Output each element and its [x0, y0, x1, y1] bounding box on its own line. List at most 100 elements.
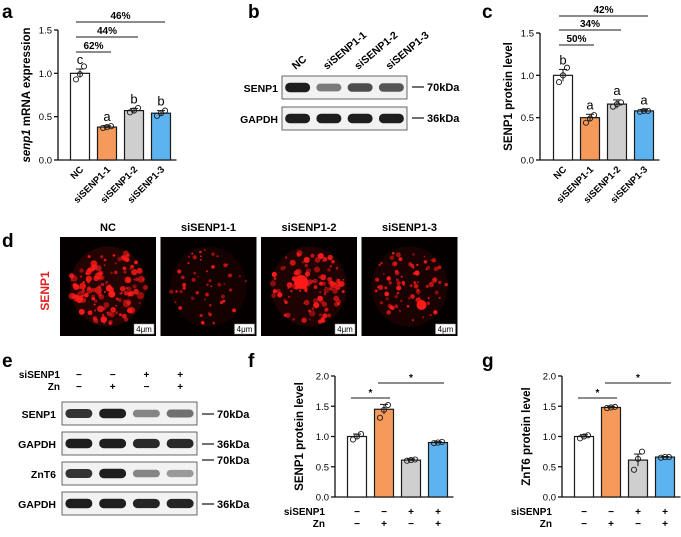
- fluorescent-puncta: [175, 290, 178, 293]
- fluorescent-puncta: [307, 279, 313, 285]
- fluorescent-puncta: [115, 297, 119, 301]
- y-tick-label: 1.5: [39, 26, 52, 37]
- panel-letter-a: a: [2, 2, 13, 23]
- data-point: [559, 72, 567, 79]
- micrograph-title: siSENP1-2: [281, 222, 336, 234]
- fluorescent-puncta: [427, 296, 430, 300]
- condition-row-label: siSENP1: [19, 370, 61, 381]
- y-tick-label: 2.0: [316, 372, 329, 383]
- data-point: [644, 107, 652, 114]
- fluorescent-puncta: [223, 263, 228, 268]
- fluorescent-puncta: [120, 291, 123, 295]
- significance-star: *: [369, 388, 373, 399]
- fluorescent-puncta: [94, 299, 98, 303]
- fluorescent-puncta: [385, 297, 389, 301]
- fluorescent-puncta: [395, 252, 401, 258]
- data-point: [613, 101, 621, 108]
- fluorescent-puncta: [127, 308, 133, 314]
- comparison-label: 50%: [566, 34, 586, 45]
- data-point: [80, 63, 88, 70]
- fluorescent-puncta: [286, 282, 293, 288]
- marker-kda: 36kDa: [217, 439, 250, 451]
- condition-row-label: Zn: [313, 519, 325, 530]
- scale-label: 4μm: [337, 325, 353, 334]
- fluorescent-puncta: [106, 311, 109, 314]
- fluorescent-puncta: [287, 287, 290, 289]
- fluorescent-puncta: [304, 264, 308, 268]
- fluorescent-puncta: [401, 280, 406, 285]
- panel-g-chart: 0.0 0.5 1.0 1.5 2.0 ZnT6 protein level * * siSEN…: [511, 372, 681, 530]
- fluorescent-puncta: [187, 262, 190, 265]
- data-point: [657, 454, 665, 461]
- fluorescent-puncta: [94, 272, 102, 280]
- comparison-label: 42%: [593, 5, 613, 16]
- fluorescent-puncta: [216, 255, 219, 258]
- blot-row-label: SENP1: [22, 409, 57, 421]
- fluorescent-puncta: [375, 277, 380, 282]
- micrograph-frame: [160, 237, 257, 336]
- fluorescent-puncta: [428, 281, 434, 288]
- fluorescent-puncta: [96, 322, 99, 324]
- fluorescent-puncta: [327, 313, 332, 318]
- scale-label: 4μm: [136, 325, 152, 334]
- fluorescent-puncta: [199, 313, 203, 318]
- blot-row-label: GAPDH: [18, 499, 56, 511]
- fluorescent-puncta: [318, 291, 322, 294]
- blot-strip: [61, 431, 198, 456]
- fluorescent-puncta: [331, 260, 335, 264]
- data-point: [580, 433, 588, 440]
- blot-band: [378, 83, 404, 92]
- fluorescent-puncta: [413, 280, 416, 284]
- data-point: [611, 403, 619, 410]
- fluorescent-puncta: [87, 310, 93, 316]
- data-point: [634, 455, 642, 462]
- panel-letter-e: e: [2, 351, 13, 372]
- fluorescent-puncta: [82, 281, 85, 284]
- fluorescent-puncta: [208, 279, 212, 283]
- fluorescent-puncta: [110, 271, 113, 275]
- data-point: [563, 64, 571, 71]
- data-point: [349, 436, 357, 443]
- fluorescent-puncta: [417, 281, 419, 284]
- significance-letter: a: [103, 109, 111, 124]
- blot-band: [166, 498, 194, 509]
- fluorescent-puncta: [396, 285, 402, 291]
- fluorescent-puncta: [323, 291, 327, 294]
- fluorescent-puncta: [199, 255, 202, 258]
- fluorescent-puncta: [85, 272, 88, 275]
- fluorescent-puncta: [238, 275, 241, 278]
- fluorescent-puncta: [107, 286, 114, 293]
- fluorescent-puncta: [100, 255, 104, 259]
- bar: [600, 406, 622, 498]
- condition-symbol: +: [435, 519, 441, 530]
- fluorescent-puncta: [434, 290, 439, 295]
- fluorescent-puncta: [324, 286, 327, 289]
- lane-label: NC: [290, 53, 310, 72]
- fluorescent-puncta: [389, 305, 394, 310]
- fluorescent-puncta: [327, 254, 333, 261]
- data-point: [384, 401, 392, 409]
- fluorescent-puncta: [322, 257, 328, 262]
- fluorescent-puncta: [169, 289, 174, 294]
- blot-band: [99, 438, 127, 449]
- fluorescent-puncta: [378, 263, 381, 266]
- fluorescent-puncta: [303, 256, 310, 264]
- blot-band: [99, 468, 127, 479]
- bar: [69, 72, 91, 161]
- fluorescent-puncta: [276, 288, 281, 294]
- fluorescent-puncta: [135, 277, 139, 282]
- y-tick-label: 0.5: [39, 112, 52, 123]
- fluorescent-puncta: [125, 298, 132, 305]
- blot-band: [132, 409, 160, 418]
- fluorescent-puncta: [69, 273, 75, 279]
- fluorescent-puncta: [131, 269, 138, 276]
- fluorescent-puncta: [320, 317, 326, 323]
- blot-strip: [61, 461, 198, 486]
- fluorescent-puncta: [193, 271, 197, 275]
- marker-kda: 70kDa: [217, 409, 250, 421]
- fluorescent-puncta: [294, 275, 308, 289]
- fluorescent-puncta: [80, 275, 83, 278]
- y-tick-label: 1.0: [316, 432, 329, 443]
